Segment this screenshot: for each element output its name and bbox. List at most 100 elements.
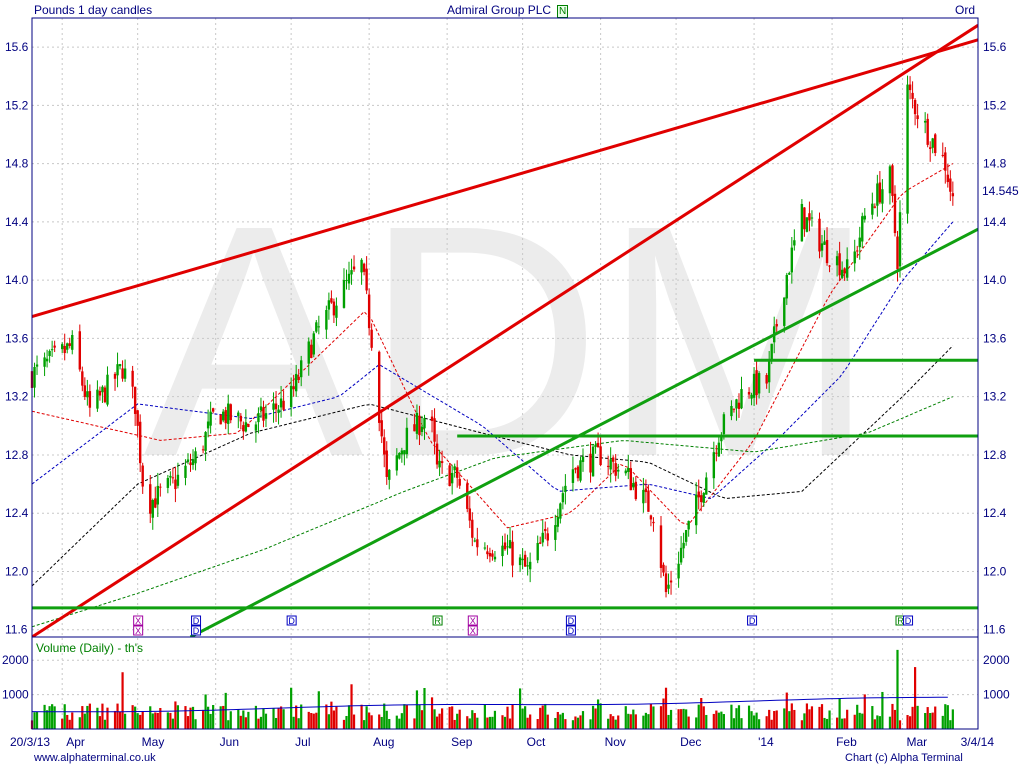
- volume-bar: [247, 711, 250, 729]
- volume-bar: [529, 714, 532, 729]
- candle-body: [951, 193, 955, 197]
- volume-bar: [53, 706, 56, 729]
- volume-bar: [941, 715, 944, 729]
- candle-body: [491, 553, 494, 557]
- candle-body: [186, 459, 190, 462]
- volume-bar: [405, 705, 408, 729]
- volume-bar: [770, 719, 773, 729]
- candle-body: [370, 329, 373, 348]
- volume-bar: [493, 710, 497, 729]
- volume-panel-frame: [31, 636, 979, 730]
- volume-bar: [518, 688, 522, 729]
- volume-bar: [632, 709, 635, 729]
- volume-bar: [456, 713, 459, 729]
- candle-body: [362, 263, 366, 272]
- volume-bar: [51, 704, 54, 729]
- volume-bar: [473, 713, 476, 729]
- candle-body: [174, 479, 177, 490]
- volume-bar: [571, 720, 575, 729]
- volume-bar: [624, 706, 627, 729]
- volume-bar: [151, 713, 154, 729]
- volume-bar: [242, 710, 245, 729]
- volume-bar: [783, 708, 786, 729]
- volume-bar: [715, 710, 718, 729]
- volume-bar: [259, 716, 263, 729]
- volume-bar: [254, 705, 258, 729]
- candle-body: [43, 357, 46, 367]
- volume-bar: [229, 711, 232, 729]
- candle-body: [133, 386, 137, 414]
- volume-bar: [559, 714, 562, 729]
- candle-body: [204, 432, 207, 451]
- volume-bar: [914, 667, 917, 729]
- volume-bar: [325, 704, 328, 729]
- candle-body: [300, 360, 303, 378]
- event-marker-code: X: [135, 616, 141, 626]
- candle-body: [700, 495, 703, 503]
- volume-bar: [536, 719, 539, 729]
- volume-bar: [823, 717, 826, 729]
- volume-bar: [878, 716, 881, 729]
- volume-bar: [856, 704, 859, 729]
- volume-bar: [664, 687, 668, 729]
- candle-body: [647, 490, 650, 512]
- candle-body: [858, 237, 861, 248]
- candle-body: [262, 407, 265, 421]
- candle-body: [171, 477, 175, 479]
- candle-body: [473, 540, 477, 542]
- volume-bar: [805, 703, 809, 729]
- volume-bar: [380, 716, 383, 729]
- y-tick-label-left: 12.4: [5, 506, 29, 520]
- event-marker-box: [903, 615, 914, 626]
- volume-bar: [735, 708, 738, 729]
- volume-bar: [612, 716, 615, 729]
- candle-body: [345, 280, 348, 282]
- candle-body: [466, 483, 469, 509]
- volume-bar: [929, 713, 932, 729]
- event-marker-code: D: [749, 616, 756, 626]
- candle-body: [433, 418, 436, 442]
- candle-body: [840, 269, 844, 278]
- volume-bar: [581, 711, 585, 729]
- candle-body: [825, 239, 829, 264]
- candle-body: [378, 351, 381, 423]
- candle-body: [352, 266, 356, 270]
- candle-body: [483, 547, 487, 549]
- volume-bar: [342, 719, 346, 729]
- candle-body: [101, 386, 104, 393]
- candle-body: [579, 460, 582, 481]
- y-tick-label-left: 14.8: [5, 157, 29, 171]
- candle-body: [546, 533, 549, 541]
- volume-bar: [820, 704, 824, 729]
- volume-bar: [453, 719, 456, 729]
- candle-body: [312, 333, 315, 355]
- y-tick-label-right: 15.2: [983, 98, 1007, 112]
- y-tick-label-right: 12.4: [983, 506, 1007, 520]
- volume-bar: [662, 698, 665, 729]
- candle-body: [136, 410, 139, 426]
- volume-bar: [730, 704, 733, 729]
- volume-bar: [282, 709, 285, 729]
- volume-bar: [642, 715, 645, 729]
- volume-bar: [697, 704, 700, 729]
- y-tick-label-right: 14.8: [983, 157, 1007, 171]
- volume-bar: [843, 718, 846, 729]
- candle-body: [783, 297, 786, 326]
- candle-body: [682, 542, 685, 549]
- volume-bar: [644, 712, 647, 729]
- candle-body: [151, 500, 154, 518]
- trendline-red: [32, 38, 978, 319]
- x-tick-label: Dec: [680, 735, 701, 749]
- candle-body: [118, 364, 122, 367]
- volume-bar: [66, 714, 69, 729]
- volume-bar: [677, 709, 680, 729]
- volume-bar: [307, 711, 310, 729]
- y-tick-label-right: 13.6: [983, 331, 1007, 345]
- volume-bar: [272, 708, 275, 729]
- candle-body: [279, 398, 283, 408]
- volume-bar: [946, 705, 949, 729]
- volume-grid: [32, 659, 978, 696]
- candle-body: [486, 551, 489, 555]
- volume-bar: [378, 714, 381, 729]
- volume-bar: [113, 710, 117, 729]
